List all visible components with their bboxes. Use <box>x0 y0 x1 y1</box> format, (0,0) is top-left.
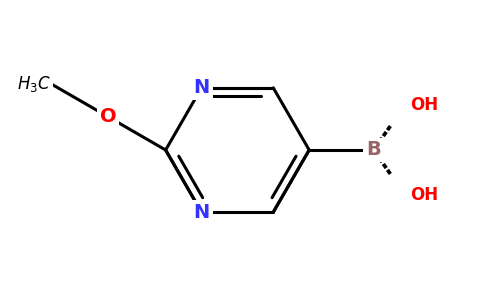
Text: B: B <box>366 140 381 160</box>
Text: OH: OH <box>410 186 438 204</box>
Text: N: N <box>194 78 210 97</box>
Text: OH: OH <box>410 96 438 114</box>
Text: O: O <box>100 107 117 126</box>
Text: N: N <box>194 203 210 222</box>
Text: $H_3C$: $H_3C$ <box>17 74 51 94</box>
